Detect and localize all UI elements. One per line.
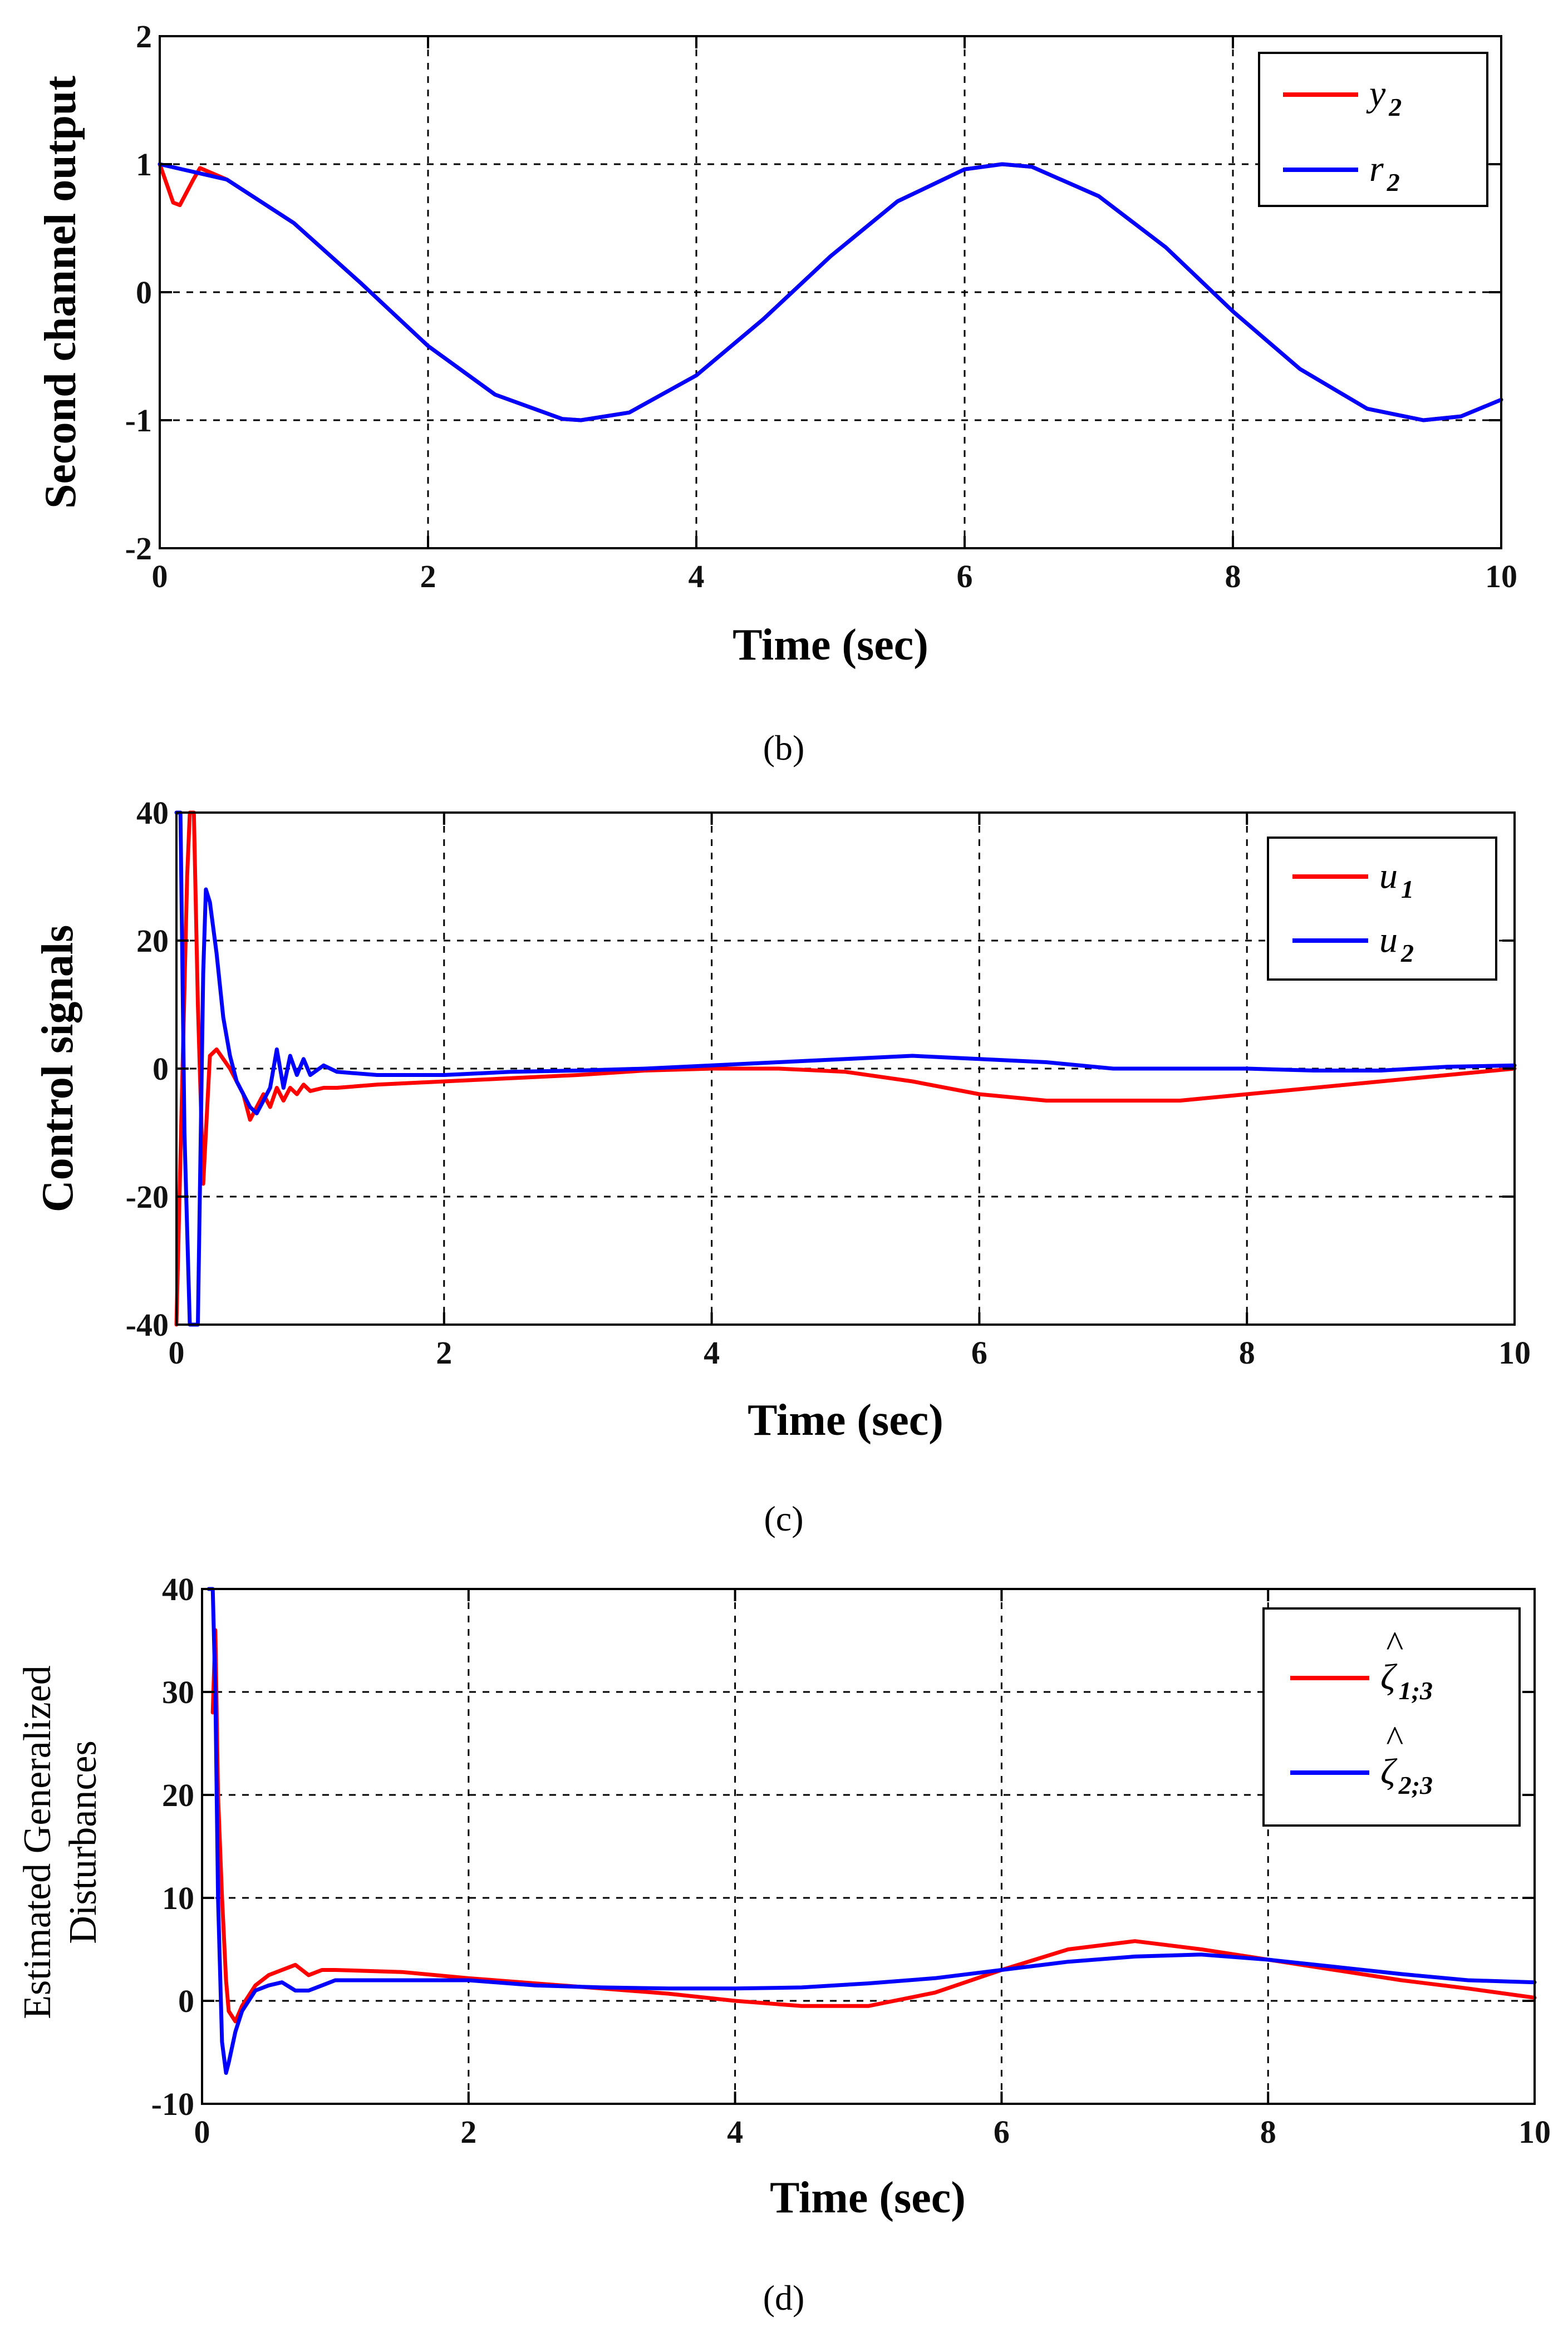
- legend-label-zeta13: ζ 1;3: [1380, 1657, 1433, 1705]
- x-axis-label-c: Time (sec): [748, 1396, 943, 1445]
- x-tick-label-b-5: 10: [1485, 558, 1517, 594]
- y-tick-label-d-2: 10: [162, 1880, 194, 1916]
- caption-c: (c): [764, 1499, 803, 1538]
- y-tick-label-d-3: 20: [162, 1777, 194, 1813]
- y-axis-label-b: Second channel output: [36, 76, 85, 509]
- series-b: [158, 162, 1503, 422]
- series-line-d-1-3: [210, 1628, 1537, 2024]
- legend-box-b: [1258, 52, 1488, 207]
- legend-sub-u2: 2: [1400, 939, 1414, 967]
- series-line-d-2-3: [207, 1587, 1537, 2075]
- y-axis-label-d-line2: Disturbances: [62, 1740, 105, 1944]
- x-tick-label-c-3: 6: [971, 1335, 987, 1371]
- ticks-b: 0 2 4 6 8 10 -2 -1 0 1 2: [125, 18, 1517, 594]
- legend-sub-zeta13: 1;3: [1399, 1676, 1433, 1705]
- caption-b: (b): [763, 728, 805, 768]
- legend-d: ^ ζ 1;3 ^ ζ 2;3: [1262, 1607, 1521, 1827]
- legend-name-zeta23: ζ: [1380, 1752, 1398, 1792]
- panel-c: 0 2 4 6 8 10 -40 -20 0 20 40 Time (sec) Control si…: [33, 795, 1531, 1538]
- legend-name-zeta13: ζ: [1380, 1657, 1398, 1698]
- panel-b: 0 2 4 6 8 10 -2 -1 0 1 2 Time (sec) Second channel…: [36, 18, 1517, 768]
- y-tick-label-c-1: -20: [126, 1179, 169, 1215]
- y-axis-label-d-line1: Estimated Generalized: [16, 1665, 59, 2019]
- legend-box-c: [1267, 837, 1497, 981]
- x-axis-label-b: Time (sec): [733, 621, 928, 670]
- x-tick-label-d-1: 2: [460, 2114, 476, 2150]
- y-tick-label-c-4: 40: [136, 795, 169, 831]
- y-tick-label-d-4: 30: [162, 1674, 194, 1710]
- x-tick-label-d-3: 6: [994, 2114, 1010, 2150]
- series-d: [207, 1587, 1537, 2075]
- x-tick-label-d-2: 4: [727, 2114, 743, 2150]
- y-tick-label-c-0: -40: [126, 1307, 169, 1343]
- legend-label-zeta23: ζ 2;3: [1380, 1752, 1433, 1799]
- legend-hat-zeta23: ^: [1385, 1719, 1403, 1759]
- x-tick-label-d-4: 8: [1260, 2114, 1276, 2150]
- legend-box-d: [1262, 1607, 1521, 1827]
- legend-name-u1: u: [1379, 855, 1398, 896]
- legend-name-y2: y: [1366, 73, 1386, 114]
- legend-name-u2: u: [1379, 919, 1398, 960]
- legend-sub-y2: 2: [1388, 93, 1402, 121]
- series-line-c-1: [174, 810, 1517, 1327]
- y-tick-label-b-2: 0: [136, 274, 152, 311]
- legend-sub-u1: 1: [1401, 875, 1414, 903]
- series-c: [174, 810, 1517, 1327]
- y-tick-label-c-3: 20: [136, 923, 169, 959]
- x-tick-label-d-0: 0: [194, 2114, 210, 2150]
- legend-sub-r2: 2: [1387, 168, 1400, 196]
- x-tick-label-c-1: 2: [436, 1335, 452, 1371]
- x-axis-label-d: Time (sec): [770, 2173, 966, 2222]
- x-tick-label-b-4: 8: [1225, 558, 1241, 594]
- y-tick-label-c-2: 0: [153, 1051, 169, 1087]
- x-tick-label-d-5: 10: [1518, 2114, 1551, 2150]
- series-line-c-2: [174, 810, 1517, 1327]
- caption-d: (d): [763, 2278, 805, 2318]
- y-tick-label-b-4: 2: [136, 18, 152, 55]
- legend-hat-zeta13: ^: [1385, 1624, 1403, 1665]
- ticks-c: 0 2 4 6 8 10 -40 -20 0 20 40: [126, 795, 1531, 1371]
- legend-name-r2: r: [1369, 149, 1384, 189]
- y-tick-label-d-5: 40: [162, 1571, 194, 1607]
- x-tick-label-c-0: 0: [169, 1335, 185, 1371]
- y-axis-label-c: Control signals: [33, 925, 82, 1212]
- y-tick-label-b-1: -1: [125, 402, 152, 439]
- x-tick-label-b-1: 2: [420, 558, 436, 594]
- x-tick-label-b-2: 4: [689, 558, 705, 594]
- grid-b: [160, 36, 1501, 548]
- legend-sub-zeta23: 2;3: [1398, 1771, 1433, 1799]
- y-tick-label-d-1: 0: [178, 1983, 194, 2019]
- y-tick-label-b-3: 1: [136, 146, 152, 183]
- x-tick-label-b-0: 0: [152, 558, 168, 594]
- series-line-b-2: [158, 162, 1503, 422]
- x-tick-label-c-5: 10: [1498, 1335, 1531, 1371]
- axes-frame-d: [201, 1588, 1536, 2105]
- x-tick-label-c-4: 8: [1239, 1335, 1255, 1371]
- y-tick-label-d-0: -10: [151, 2086, 194, 2122]
- x-tick-label-b-3: 6: [957, 558, 973, 594]
- y-tick-label-b-0: -2: [125, 530, 152, 567]
- x-tick-label-c-2: 4: [704, 1335, 720, 1371]
